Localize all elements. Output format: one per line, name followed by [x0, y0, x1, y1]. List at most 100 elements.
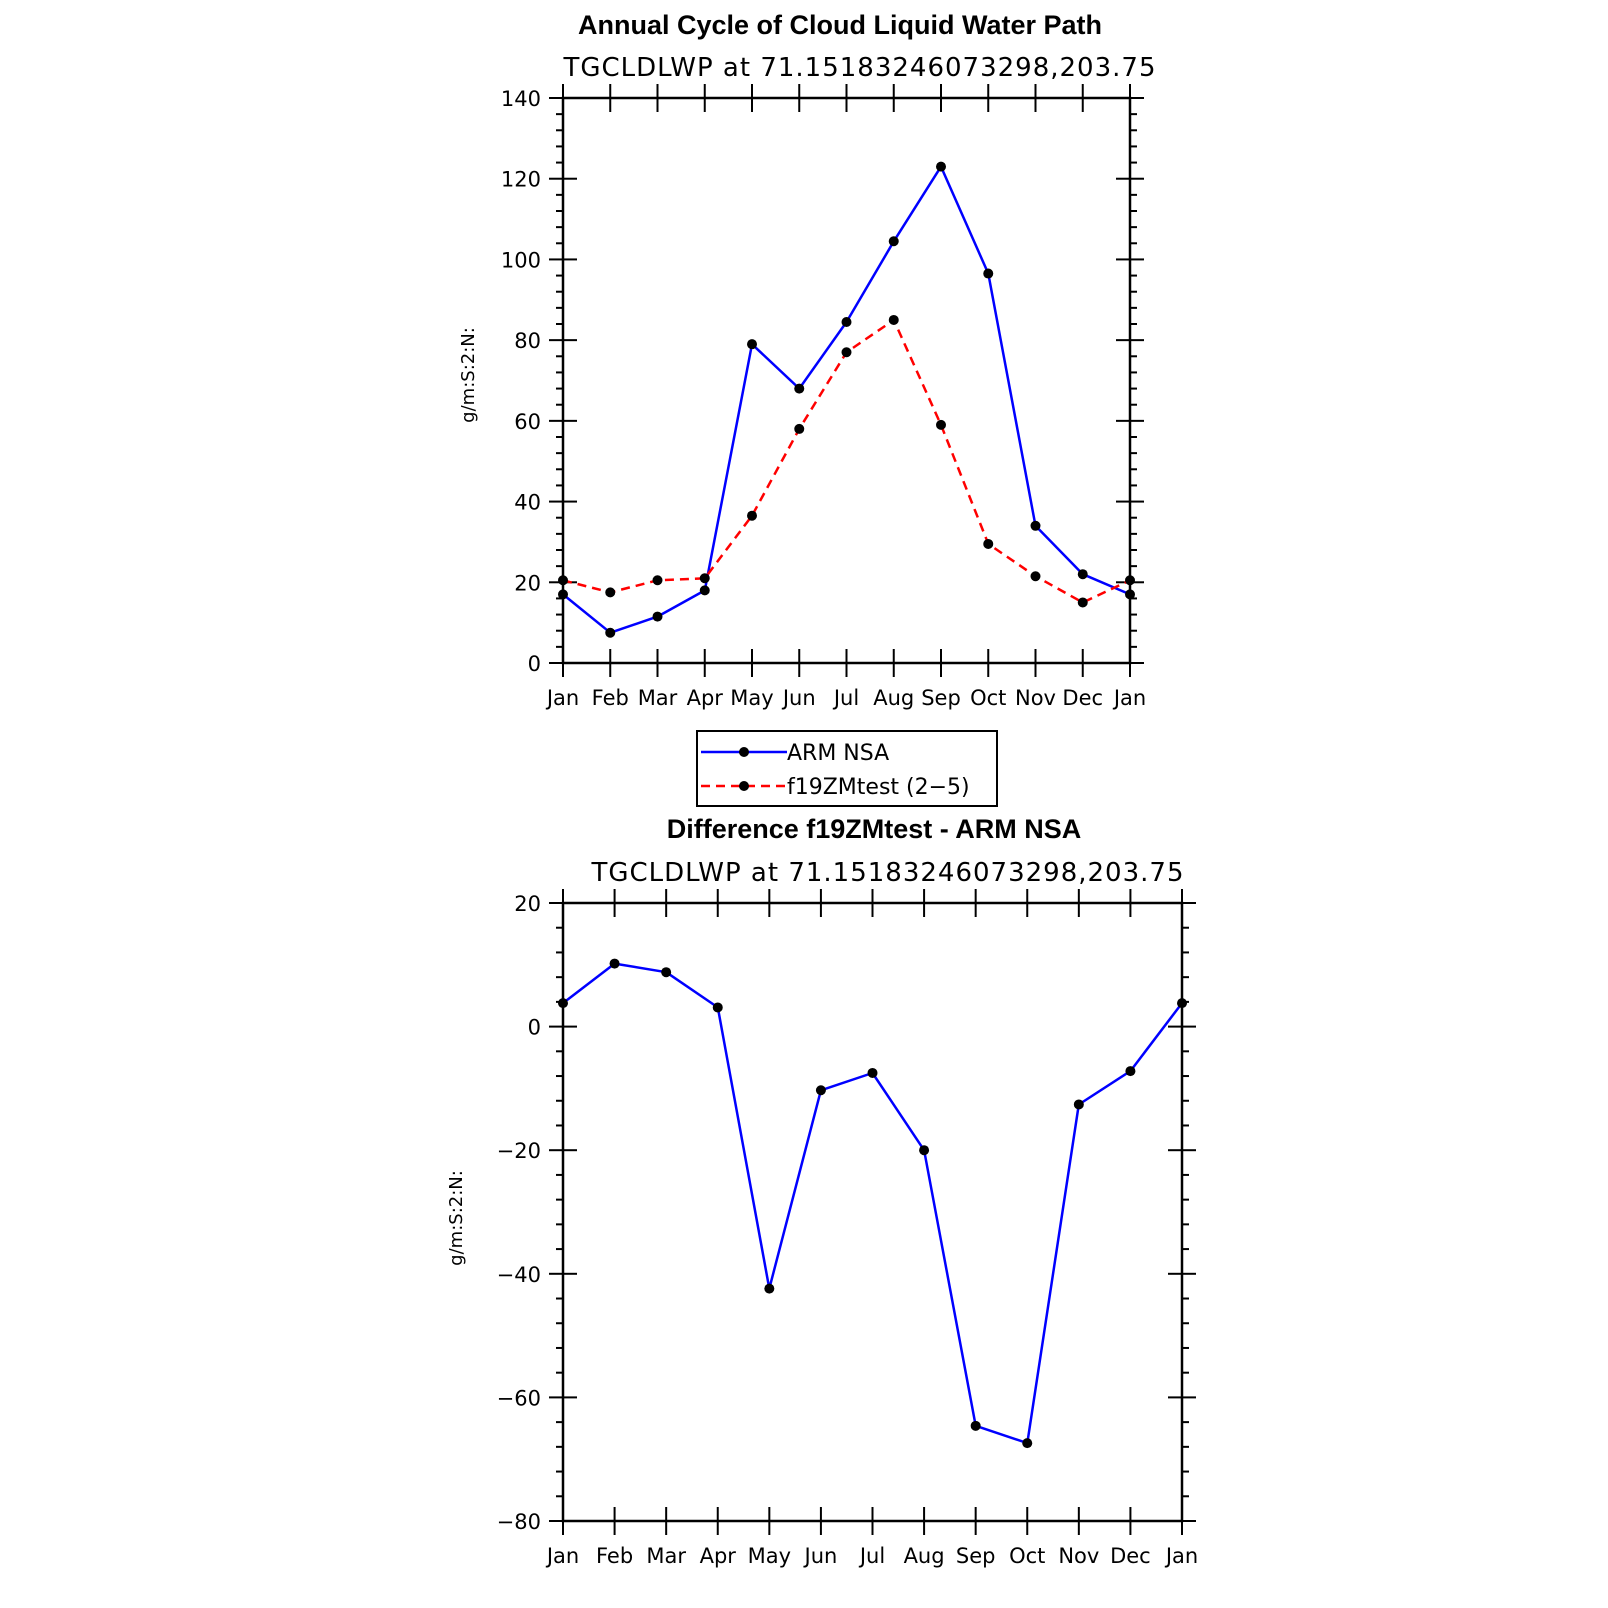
data-point [1073, 1099, 1084, 1110]
data-point [919, 1145, 930, 1156]
legend-marker-arm-nsa [739, 747, 749, 757]
data-point [764, 1283, 775, 1294]
y-tick-label: 100 [501, 248, 541, 272]
x-tick-label: Oct [970, 686, 1006, 710]
x-tick-label: Jul [832, 686, 859, 710]
data-point [841, 347, 852, 358]
data-point [699, 573, 710, 584]
data-point [1125, 589, 1135, 600]
data-point [841, 316, 852, 327]
data-point [1125, 1066, 1136, 1077]
chart1-legend: ARM NSA f19ZMtest (2−5) [696, 730, 998, 807]
data-point [970, 1420, 981, 1431]
data-point [888, 236, 899, 247]
x-tick-label: Nov [1058, 1544, 1099, 1568]
data-point [1077, 597, 1088, 608]
data-point [558, 998, 568, 1009]
x-tick-label: Jan [545, 686, 579, 710]
y-tick-label: −40 [497, 1263, 541, 1287]
x-tick-label: Mar [646, 1544, 686, 1568]
data-point [712, 1002, 723, 1013]
legend-label-f19zmtest: f19ZMtest (2−5) [787, 775, 970, 800]
x-tick-label: Sep [956, 1544, 996, 1568]
x-tick-label: May [748, 1544, 791, 1568]
x-tick-label: Jul [858, 1544, 885, 1568]
data-point [794, 423, 805, 434]
legend-label-arm-nsa: ARM NSA [787, 741, 889, 766]
plot-frame [561, 901, 1184, 1523]
chart2-axes [549, 889, 1196, 1535]
x-tick-label: Feb [592, 686, 629, 710]
y-tick-label: −20 [497, 1139, 541, 1163]
chart1-subtitle: TGCLDLWP at 71.15183246073298,203.75 [562, 53, 1156, 83]
x-tick-label: Jan [1112, 686, 1146, 710]
data-point [936, 419, 946, 430]
y-tick-label: 80 [514, 329, 541, 353]
x-tick-label: Mar [638, 686, 678, 710]
data-point [794, 383, 805, 394]
x-tick-label: Jun [781, 686, 816, 710]
x-tick-label: Jan [545, 1544, 579, 1568]
x-tick-label: May [730, 686, 773, 710]
data-point [605, 627, 616, 638]
data-point [1022, 1438, 1033, 1449]
data-point [661, 967, 672, 978]
chart1-tick-labels: 0 20 40 60 80 100 120 140 Jan Feb Mar Apr May Jun Jul A… [501, 87, 1146, 710]
plot-frame [561, 96, 1132, 665]
chart2-ylabel: g/m:S:2:N: [446, 1170, 467, 1266]
y-tick-label: 0 [528, 1016, 541, 1040]
chart2-subtitle: TGCLDLWP at 71.15183246073298,203.75 [590, 858, 1184, 888]
x-tick-label: Apr [700, 1544, 737, 1568]
y-tick-label: 140 [501, 87, 541, 111]
data-point [609, 958, 620, 969]
data-point [1030, 520, 1041, 531]
legend-box [696, 730, 998, 807]
y-tick-label: −60 [497, 1386, 541, 1410]
data-point [652, 611, 663, 622]
x-tick-label: Aug [873, 686, 914, 710]
data-point [652, 575, 663, 586]
data-point [558, 589, 568, 600]
series-line-0 [562, 165, 1131, 634]
y-tick-label: 20 [514, 892, 541, 916]
chart1-series [558, 161, 1135, 638]
x-tick-label: Dec [1062, 686, 1103, 710]
data-point [1030, 571, 1041, 582]
chart2-tick-labels: −80 −60 −40 −20 0 20 Jan Feb Mar Apr May Jun Jul Aug S… [497, 892, 1199, 1568]
y-tick-label: 20 [514, 571, 541, 595]
data-point [983, 538, 994, 549]
series-line-1 [562, 318, 1131, 604]
x-tick-label: Apr [687, 686, 724, 710]
data-point [1077, 569, 1088, 580]
data-point [1125, 575, 1135, 586]
data-point [747, 510, 757, 521]
chart1-title: Annual Cycle of Cloud Liquid Water Path [578, 10, 1102, 40]
x-tick-label: Oct [1009, 1544, 1045, 1568]
data-point [867, 1067, 878, 1078]
x-tick-label: Jan [1164, 1544, 1198, 1568]
y-tick-label: 0 [528, 652, 541, 676]
chart2-title: Difference f19ZMtest - ARM NSA [667, 814, 1082, 844]
x-tick-label: Sep [921, 686, 961, 710]
x-tick-label: Feb [596, 1544, 633, 1568]
x-tick-label: Aug [904, 1544, 945, 1568]
y-tick-label: −80 [497, 1510, 541, 1534]
y-tick-label: 60 [514, 410, 541, 434]
data-point [1177, 998, 1187, 1009]
y-tick-label: 120 [501, 168, 541, 192]
data-point [558, 575, 568, 586]
data-point [699, 585, 710, 596]
data-point [747, 339, 757, 350]
x-tick-label: Dec [1110, 1544, 1151, 1568]
chart1-ylabel: g/m:S:2:N: [458, 327, 479, 423]
data-point [605, 587, 616, 598]
y-tick-label: 40 [514, 491, 541, 515]
legend-marker-f19zmtest [739, 781, 749, 791]
data-point [936, 161, 946, 172]
data-point [983, 268, 994, 279]
data-point [888, 314, 899, 325]
chart2-series [558, 958, 1187, 1449]
data-point [815, 1085, 826, 1096]
